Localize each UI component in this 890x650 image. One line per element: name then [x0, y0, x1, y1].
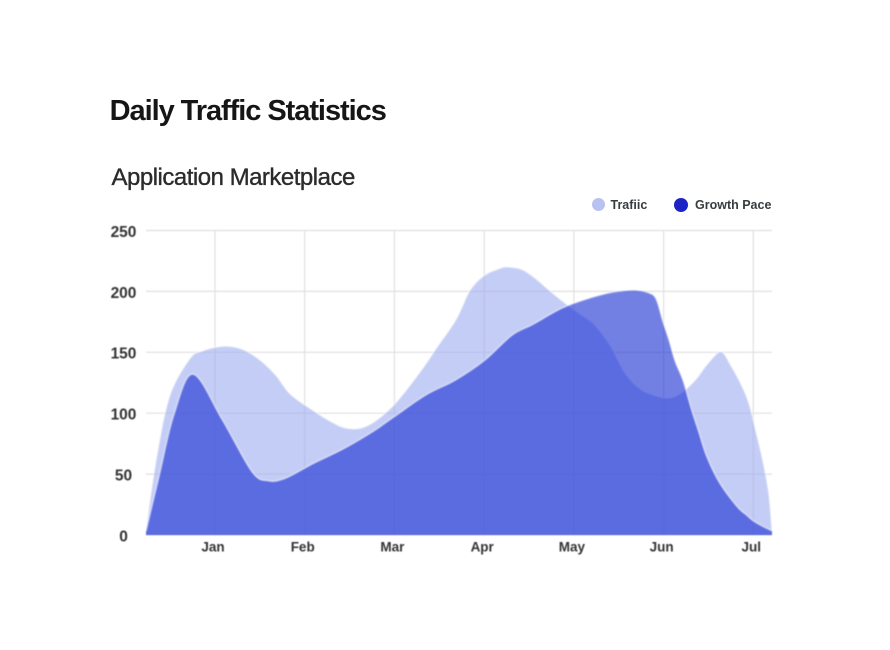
- svg-text:0: 0: [119, 528, 128, 545]
- svg-text:Jun: Jun: [650, 540, 674, 555]
- svg-text:250: 250: [111, 224, 137, 241]
- svg-text:Jul: Jul: [742, 540, 762, 555]
- svg-text:50: 50: [115, 468, 132, 485]
- svg-text:100: 100: [111, 407, 137, 424]
- svg-text:Jan: Jan: [201, 540, 224, 555]
- svg-text:May: May: [559, 540, 586, 555]
- svg-text:Mar: Mar: [380, 540, 405, 555]
- svg-text:200: 200: [111, 285, 137, 302]
- svg-text:150: 150: [111, 346, 137, 363]
- svg-text:Feb: Feb: [291, 540, 315, 555]
- svg-text:Apr: Apr: [471, 540, 495, 555]
